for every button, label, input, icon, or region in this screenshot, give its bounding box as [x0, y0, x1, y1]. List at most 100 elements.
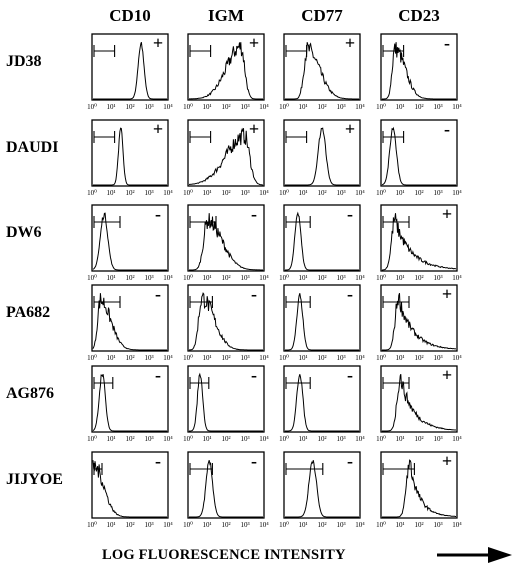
tick-label: 10⁴: [163, 189, 173, 197]
histogram-panel: - 10⁰ 10¹ 10² 10³ 10⁴: [279, 204, 365, 282]
expression-sign: -: [347, 365, 353, 385]
tick-label: 10¹: [106, 521, 115, 529]
tick-label: 10²: [414, 103, 423, 111]
panel-frame: [380, 33, 458, 101]
histogram-panel: +10⁰ 10¹ 10² 10³ 10⁴: [87, 119, 173, 197]
tick-label: 10²: [414, 189, 423, 197]
expression-sign: -: [347, 451, 353, 471]
panel-frame: [91, 119, 169, 187]
tick-label: 10³: [240, 521, 249, 529]
tick-label: 10⁰: [87, 274, 97, 282]
expression-sign: -: [444, 119, 450, 139]
panel-frame: [187, 365, 265, 433]
tick-label: 10²: [317, 103, 326, 111]
expression-sign: -: [155, 365, 161, 385]
tick-label: 10⁴: [355, 354, 365, 362]
tick-label: 10³: [433, 354, 442, 362]
panel-frame: [283, 365, 361, 433]
tick-label: 10²: [317, 274, 326, 282]
tick-label: 10³: [144, 521, 153, 529]
histogram-panel: - 10⁰ 10¹ 10² 10³ 10⁴: [87, 451, 173, 529]
tick-label: 10¹: [395, 521, 404, 529]
row-header: DAUDI: [6, 139, 58, 156]
histogram-curve: [382, 293, 457, 351]
tick-label: 10⁴: [259, 103, 269, 111]
tick-label: 10³: [336, 189, 345, 197]
tick-label: 10¹: [106, 435, 115, 443]
panel-frame: [187, 119, 265, 187]
expression-sign: -: [347, 204, 353, 224]
tick-label: 10³: [240, 435, 249, 443]
expression-sign: -: [251, 204, 257, 224]
tick-label: 10²: [125, 274, 134, 282]
tick-label: 10⁴: [452, 103, 462, 111]
tick-label: 10⁴: [452, 189, 462, 197]
expression-sign: +: [442, 451, 452, 471]
histogram-panel: +10⁰ 10¹ 10² 10³ 10⁴: [376, 204, 462, 282]
expression-sign: -: [347, 284, 353, 304]
tick-label: 10²: [414, 274, 423, 282]
histogram-curve: [382, 42, 456, 100]
tick-label: 10⁴: [259, 435, 269, 443]
panel-frame: [187, 451, 265, 519]
histogram-curve: [189, 213, 263, 271]
tick-label: 10⁴: [355, 189, 365, 197]
expression-sign: +: [345, 119, 355, 139]
tick-label: 10⁴: [259, 274, 269, 282]
tick-label: 10⁰: [87, 521, 97, 529]
tick-label: 10⁴: [355, 274, 365, 282]
tick-label: 10⁰: [87, 354, 97, 362]
histogram-curve: [285, 211, 359, 271]
histogram-panel: - 10⁰ 10¹ 10² 10³ 10⁴: [183, 284, 269, 362]
tick-label: 10²: [221, 274, 230, 282]
expression-sign: -: [155, 284, 161, 304]
histogram-panel: - 10⁰ 10¹ 10² 10³ 10⁴: [87, 204, 173, 282]
panel-frame: [187, 284, 265, 352]
panel-frame: [91, 451, 169, 519]
tick-label: 10³: [433, 435, 442, 443]
panel-frame: [91, 365, 169, 433]
tick-label: 10⁰: [376, 189, 386, 197]
histogram-panel: +10⁰ 10¹ 10² 10³ 10⁴: [376, 451, 462, 529]
tick-label: 10⁴: [163, 103, 173, 111]
histogram-panel: +10⁰ 10¹ 10² 10³ 10⁴: [183, 33, 269, 111]
column-header: CD10: [109, 6, 151, 25]
tick-label: 10²: [125, 435, 134, 443]
tick-label: 10¹: [202, 435, 211, 443]
panel-frame: [380, 365, 458, 433]
histogram-curve: [382, 213, 457, 271]
tick-label: 10⁰: [183, 435, 193, 443]
tick-label: 10⁴: [259, 354, 269, 362]
histogram-curve: [93, 127, 167, 186]
histogram-curve: [93, 42, 167, 100]
histogram-panel: +10⁰ 10¹ 10² 10³ 10⁴: [376, 284, 462, 362]
tick-label: 10²: [221, 354, 230, 362]
tick-label: 10⁴: [259, 521, 269, 529]
row-header: DW6: [6, 224, 42, 241]
tick-label: 10⁴: [163, 354, 173, 362]
tick-label: 10³: [144, 189, 153, 197]
histogram-curve: [285, 127, 359, 186]
histogram-curve: [92, 460, 167, 518]
tick-label: 10⁰: [279, 274, 289, 282]
panel-frame: [380, 204, 458, 272]
histogram-panel: - 10⁰ 10¹ 10² 10³ 10⁴: [87, 284, 173, 362]
tick-label: 10¹: [395, 189, 404, 197]
tick-label: 10²: [317, 435, 326, 443]
tick-label: 10¹: [298, 435, 307, 443]
tick-label: 10¹: [106, 103, 115, 111]
tick-label: 10⁰: [183, 274, 193, 282]
panel-frame: [380, 119, 458, 187]
panel-frame: [380, 451, 458, 519]
expression-sign: -: [251, 451, 257, 471]
row-header: JD38: [6, 53, 42, 70]
tick-label: 10⁰: [279, 354, 289, 362]
histogram-panel: +10⁰ 10¹ 10² 10³ 10⁴: [183, 119, 269, 197]
tick-label: 10¹: [106, 354, 115, 362]
tick-label: 10²: [221, 103, 230, 111]
tick-label: 10²: [221, 435, 230, 443]
tick-label: 10²: [317, 189, 326, 197]
tick-label: 10³: [433, 103, 442, 111]
tick-label: 10⁰: [183, 103, 193, 111]
